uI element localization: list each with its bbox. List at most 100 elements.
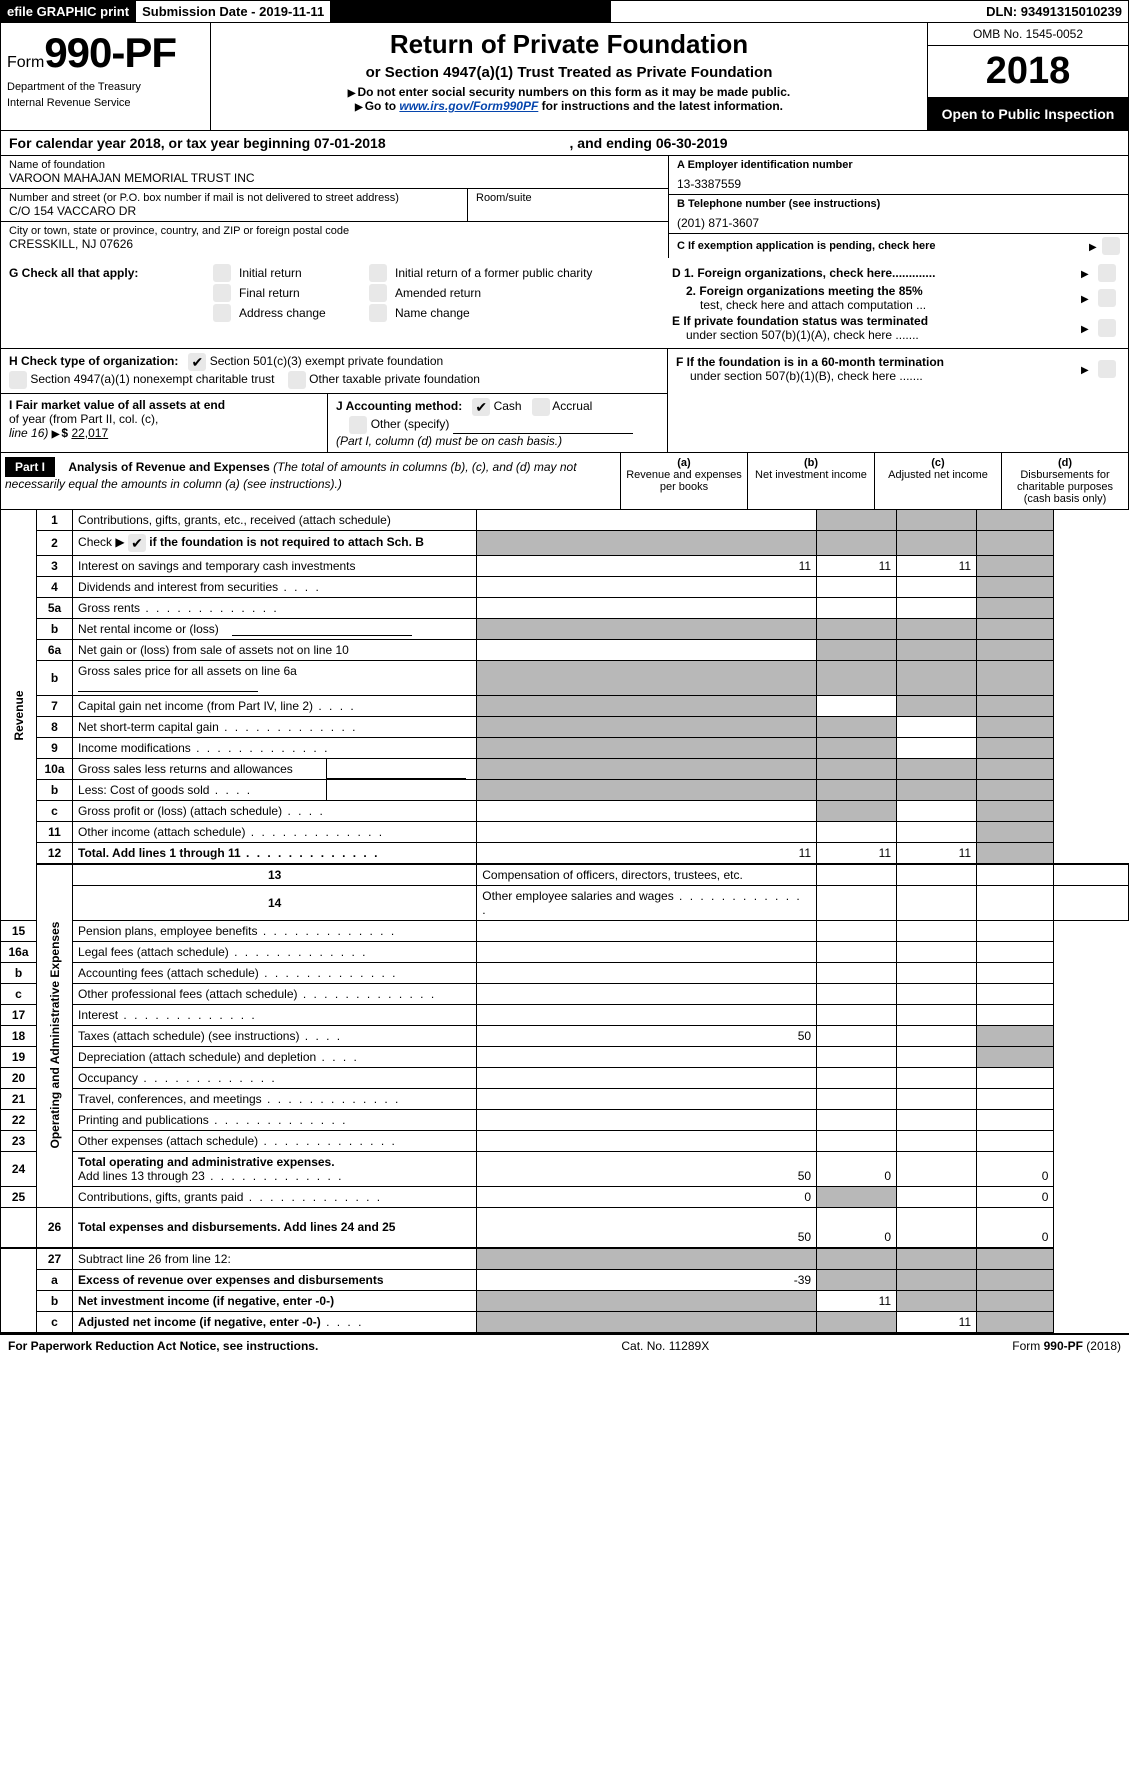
address-row: Number and street (or P.O. box number if… [1, 189, 668, 222]
table-row: 4Dividends and interest from securities [1, 577, 1129, 598]
fmv-value: 22,017 [71, 426, 108, 440]
table-row: 18Taxes (attach schedule) (see instructi… [1, 1026, 1129, 1047]
checkbox-initial-former[interactable] [369, 264, 387, 282]
form-subtitle: or Section 4947(a)(1) Trust Treated as P… [217, 64, 921, 81]
table-row: Revenue 1 Contributions, gifts, grants, … [1, 510, 1129, 531]
table-row: 17Interest [1, 1005, 1129, 1026]
table-row: 10aGross sales less returns and allowanc… [1, 759, 1129, 780]
table-row: 20Occupancy [1, 1068, 1129, 1089]
calendar-year-line: For calendar year 2018, or tax year begi… [0, 131, 1129, 156]
table-row: aExcess of revenue over expenses and dis… [1, 1269, 1129, 1290]
checkbox-cash[interactable] [472, 398, 490, 416]
table-row: bNet investment income (if negative, ent… [1, 1290, 1129, 1311]
part-label: Part I [5, 457, 55, 477]
irs-link[interactable]: www.irs.gov/Form990PF [399, 99, 538, 113]
g-label: G Check all that apply: [9, 266, 209, 280]
checkbox-final-return[interactable] [213, 284, 231, 302]
header-mid: Return of Private Foundation or Section … [211, 23, 928, 130]
checkbox-schb[interactable] [128, 534, 146, 552]
phone-cell: B Telephone number (see instructions) (2… [669, 195, 1128, 234]
checkbox-d2[interactable] [1098, 289, 1116, 307]
efile-print: efile GRAPHIC print [1, 1, 136, 22]
submission-date-cell: Submission Date - 2019-11-11 [136, 1, 331, 22]
table-row: 16aLegal fees (attach schedule) [1, 942, 1129, 963]
table-row: 25Contributions, gifts, grants paid00 [1, 1187, 1129, 1208]
table-row: 21Travel, conferences, and meetings [1, 1089, 1129, 1110]
table-row: 12Total. Add lines 1 through 11111111 [1, 843, 1129, 865]
revenue-side-label: Revenue [1, 510, 37, 921]
table-row: 8Net short-term capital gain [1, 717, 1129, 738]
table-row: bGross sales price for all assets on lin… [1, 661, 1129, 696]
table-row: 27Subtract line 26 from line 12: [1, 1248, 1129, 1270]
table-row: 2 Check ▶ if the foundation is not requi… [1, 531, 1129, 556]
table-row: 5aGross rents [1, 598, 1129, 619]
checkbox-other-method[interactable] [349, 416, 367, 434]
open-inspection: Open to Public Inspection [928, 98, 1128, 130]
checkbox-501c3[interactable] [188, 353, 206, 371]
ssn-warning: Do not enter social security numbers on … [217, 85, 921, 99]
form-header: Form990-PF Department of the Treasury In… [0, 23, 1129, 131]
table-row: 7Capital gain net income (from Part IV, … [1, 696, 1129, 717]
table-row: 6aNet gain or (loss) from sale of assets… [1, 640, 1129, 661]
table-row: 15Pension plans, employee benefits [1, 921, 1129, 942]
col-c-header: (c)Adjusted net income [875, 453, 1002, 509]
header-left: Form990-PF Department of the Treasury In… [1, 23, 211, 130]
checkbox-amended[interactable] [369, 284, 387, 302]
form-label: Form [7, 54, 44, 71]
table-row: cOther professional fees (attach schedul… [1, 984, 1129, 1005]
header-right: OMB No. 1545-0052 2018 Open to Public In… [928, 23, 1128, 130]
page-footer: For Paperwork Reduction Act Notice, see … [0, 1333, 1129, 1357]
table-row: 11Other income (attach schedule) [1, 822, 1129, 843]
checkbox-other-tax[interactable] [288, 371, 306, 389]
dept-treasury: Department of the Treasury [7, 81, 204, 93]
col-a-header: (a)Revenue and expenses per books [621, 453, 748, 509]
table-row: 14Other employee salaries and wages [1, 886, 1129, 921]
table-row: 19Depreciation (attach schedule) and dep… [1, 1047, 1129, 1068]
catalog-number: Cat. No. 11289X [621, 1339, 709, 1353]
ein-cell: A Employer identification number 13-3387… [669, 156, 1128, 195]
dln-cell: DLN: 93491315010239 [980, 1, 1128, 22]
section-g-row: G Check all that apply: Initial return I… [0, 258, 1129, 349]
instructions-link-line: Go to www.irs.gov/Form990PF for instruct… [217, 99, 921, 113]
identification-block: Name of foundation VAROON MAHAJAN MEMORI… [0, 156, 1129, 258]
blank-black [331, 1, 611, 22]
table-row: 22Printing and publications [1, 1110, 1129, 1131]
checkbox-address-change[interactable] [213, 304, 231, 322]
table-row: 26Total expenses and disbursements. Add … [1, 1208, 1129, 1248]
arrow-icon [1089, 239, 1099, 253]
table-row: 23Other expenses (attach schedule) [1, 1131, 1129, 1152]
table-row: 9Income modifications [1, 738, 1129, 759]
checkbox-initial-return[interactable] [213, 264, 231, 282]
table-row: 3 Interest on savings and temporary cash… [1, 556, 1129, 577]
section-hij: H Check type of organization: Section 50… [0, 349, 1129, 453]
checkbox-name-change[interactable] [369, 304, 387, 322]
checkbox-accrual[interactable] [532, 398, 550, 416]
table-row: cAdjusted net income (if negative, enter… [1, 1311, 1129, 1332]
form-number: 990-PF [44, 29, 176, 76]
exemption-pending: C If exemption application is pending, c… [669, 234, 1128, 258]
revenue-expense-table: Revenue 1 Contributions, gifts, grants, … [0, 510, 1129, 1333]
expenses-side-label: Operating and Administrative Expenses [37, 864, 73, 1208]
table-row: 24Total operating and administrative exp… [1, 1152, 1129, 1187]
table-row: bAccounting fees (attach schedule) [1, 963, 1129, 984]
city-cell: City or town, state or province, country… [1, 222, 668, 254]
checkbox-d1[interactable] [1098, 264, 1116, 282]
part1-header: Part I Analysis of Revenue and Expenses … [0, 453, 1129, 510]
checkbox-c[interactable] [1102, 237, 1120, 255]
table-row: bLess: Cost of goods sold [1, 780, 1129, 801]
top-bar: efile GRAPHIC print Submission Date - 20… [0, 0, 1129, 23]
checkbox-4947[interactable] [9, 371, 27, 389]
col-d-header: (d)Disbursements for charitable purposes… [1002, 453, 1128, 509]
form-footer-label: Form 990-PF (2018) [1012, 1339, 1121, 1353]
table-row: Operating and Administrative Expenses 13… [1, 864, 1129, 886]
table-row: bNet rental income or (loss) [1, 619, 1129, 640]
col-b-header: (b)Net investment income [748, 453, 875, 509]
checkbox-e[interactable] [1098, 319, 1116, 337]
form-title: Return of Private Foundation [217, 29, 921, 60]
checkbox-f[interactable] [1098, 360, 1116, 378]
irs-label: Internal Revenue Service [7, 97, 204, 109]
foundation-name-cell: Name of foundation VAROON MAHAJAN MEMORI… [1, 156, 668, 189]
omb-number: OMB No. 1545-0052 [928, 23, 1128, 46]
paperwork-notice: For Paperwork Reduction Act Notice, see … [8, 1339, 318, 1353]
table-row: cGross profit or (loss) (attach schedule… [1, 801, 1129, 822]
